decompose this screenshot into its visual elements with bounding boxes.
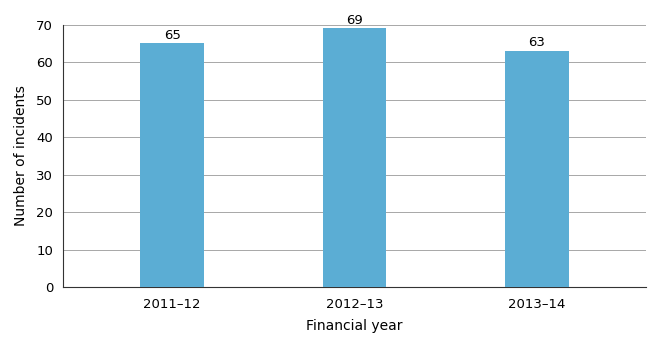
Y-axis label: Number of incidents: Number of incidents (14, 86, 28, 226)
X-axis label: Financial year: Financial year (306, 319, 403, 333)
Text: 65: 65 (164, 29, 181, 42)
Text: 63: 63 (528, 36, 545, 49)
Bar (323, 28, 386, 287)
Bar (141, 43, 204, 287)
Bar (505, 51, 569, 287)
Text: 69: 69 (346, 14, 363, 27)
